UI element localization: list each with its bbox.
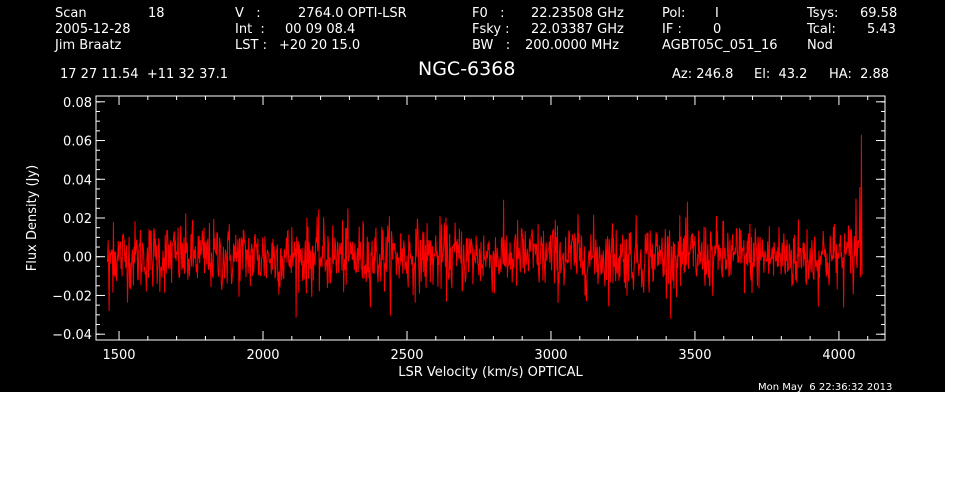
x-axis-label: LSR Velocity (km/s) OPTICAL bbox=[398, 365, 583, 380]
plot-frame bbox=[95, 95, 886, 341]
f0-value: 22.23508 GHz bbox=[531, 6, 624, 21]
int-label: Int : bbox=[235, 22, 265, 37]
spectrum-trace bbox=[107, 134, 863, 319]
tcal-label: Tcal: bbox=[807, 22, 836, 37]
procedure: Nod bbox=[807, 38, 833, 53]
project-id: AGBT05C_051_16 bbox=[662, 38, 778, 53]
lst-value: +20 20 15.0 bbox=[279, 38, 361, 53]
f0-label: F0 : bbox=[472, 6, 505, 21]
y-tick-label: −0.02 bbox=[52, 289, 92, 304]
axes-layer: 1500 2000 2500 3000 3500 4000 −0.04 −0.02 0.00 0.… bbox=[52, 96, 885, 363]
tcal-value: 5.43 bbox=[867, 22, 896, 37]
scan-label: Scan bbox=[55, 6, 87, 21]
hour-angle: HA: 2.88 bbox=[829, 67, 890, 82]
pol-value: I bbox=[715, 6, 719, 21]
velocity-value: 2764.0 OPTI-LSR bbox=[298, 6, 407, 21]
elevation: El: 43.2 bbox=[754, 67, 808, 82]
y-tick-label: 0.00 bbox=[63, 251, 92, 266]
pol-label: Pol: bbox=[662, 6, 686, 21]
spectrum-layer bbox=[107, 134, 863, 319]
bw-value: 200.0000 MHz bbox=[525, 38, 619, 53]
velocity-label: V : bbox=[235, 6, 261, 21]
timestamp: Mon May 6 22:36:32 2013 bbox=[758, 382, 893, 393]
x-tick-label: 2000 bbox=[246, 348, 279, 363]
y-tick-label: 0.08 bbox=[63, 96, 92, 111]
tsys-value: 69.58 bbox=[860, 6, 898, 21]
x-tick-label: 4000 bbox=[822, 348, 855, 363]
scan-number: 18 bbox=[148, 6, 165, 21]
plot-panel: Scan 18 2005-12-28 Jim Braatz V : 2764.0… bbox=[0, 0, 945, 393]
obs-date: 2005-12-28 bbox=[55, 22, 131, 37]
azimuth: Az: 246.8 bbox=[672, 67, 734, 82]
y-tick-label: 0.06 bbox=[63, 135, 92, 150]
source-name: NGC-6368 bbox=[418, 58, 516, 80]
fsky-value: 22.03387 GHz bbox=[531, 22, 624, 37]
tsys-label: Tsys: bbox=[807, 6, 839, 21]
y-tick-label: 0.02 bbox=[63, 212, 92, 227]
x-tick-label: 3000 bbox=[534, 348, 567, 363]
x-tick-label: 3500 bbox=[678, 348, 711, 363]
if-value: 0 bbox=[713, 22, 722, 37]
fsky-label: Fsky : bbox=[472, 22, 510, 37]
observer: Jim Braatz bbox=[55, 38, 122, 53]
x-tick-label: 1500 bbox=[102, 348, 135, 363]
coordinates: 17 27 11.54 +11 32 37.1 bbox=[60, 67, 229, 82]
if-label: IF : bbox=[662, 22, 682, 37]
y-tick-label: −0.04 bbox=[52, 328, 92, 343]
int-value: 00 09 08.4 bbox=[285, 22, 356, 37]
y-tick-label: 0.04 bbox=[63, 173, 92, 188]
y-axis-label: Flux Density (Jy) bbox=[25, 165, 40, 271]
lst-label: LST : bbox=[235, 38, 267, 53]
bw-label: BW : bbox=[472, 38, 511, 53]
spectrum-chart: 1500 2000 2500 3000 3500 4000 −0.04 −0.02 0.00 0.… bbox=[25, 95, 886, 380]
x-tick-label: 2500 bbox=[390, 348, 423, 363]
